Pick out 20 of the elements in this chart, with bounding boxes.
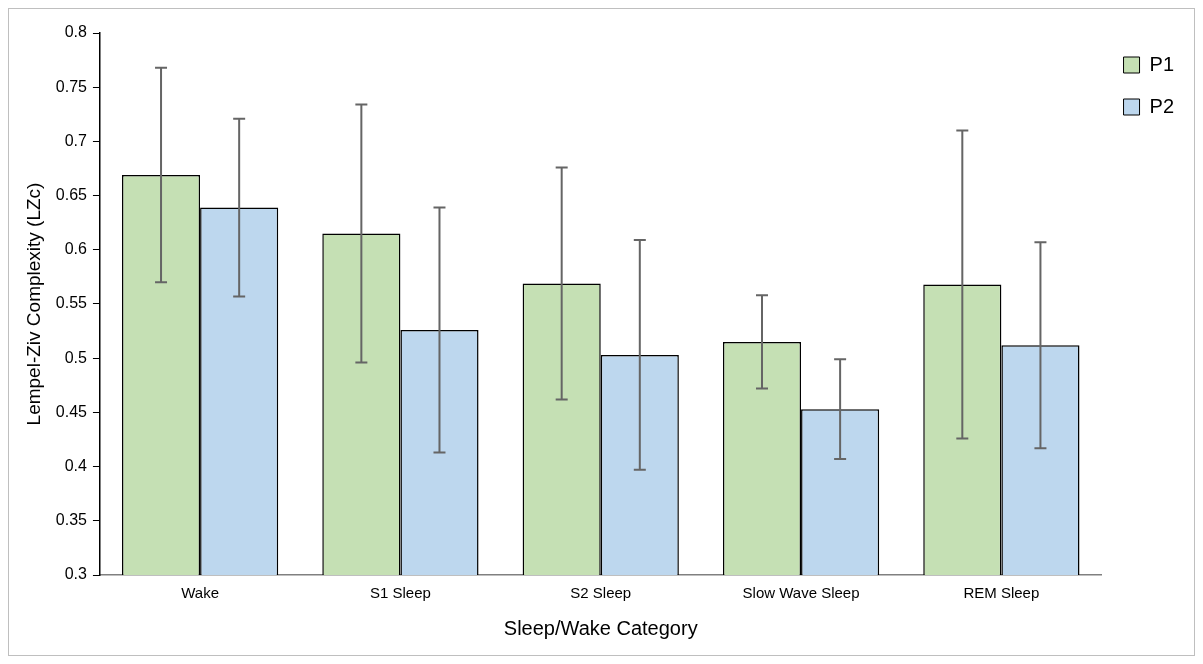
legend-label: P1 xyxy=(1149,52,1175,75)
y-tick-label: 0.35 xyxy=(55,511,88,529)
y-tick-label: 0.4 xyxy=(64,457,88,475)
y-axis-title: Lempel-Ziv Complexity (LZc) xyxy=(22,182,44,426)
x-tick-label: Wake xyxy=(181,584,219,602)
y-tick-label: 0.3 xyxy=(64,565,88,583)
y-tick-label: 0.45 xyxy=(55,402,88,420)
legend-label: P2 xyxy=(1149,94,1175,117)
x-tick-label: S2 Sleep xyxy=(570,584,632,602)
x-tick-label: Slow Wave Sleep xyxy=(742,584,860,602)
y-tick-label: 0.6 xyxy=(64,240,88,258)
y-tick-label: 0.65 xyxy=(55,186,88,204)
x-tick-label: S1 Sleep xyxy=(369,584,431,602)
y-tick-label: 0.7 xyxy=(64,131,88,149)
y-tick-label: 0.75 xyxy=(55,77,88,95)
x-tick-label: REM Sleep xyxy=(963,584,1040,602)
y-tick-label: 0.8 xyxy=(64,23,88,41)
y-tick-label: 0.5 xyxy=(64,348,88,366)
y-tick-label: 0.55 xyxy=(55,294,88,312)
x-axis-title: Sleep/Wake Category xyxy=(503,616,698,639)
